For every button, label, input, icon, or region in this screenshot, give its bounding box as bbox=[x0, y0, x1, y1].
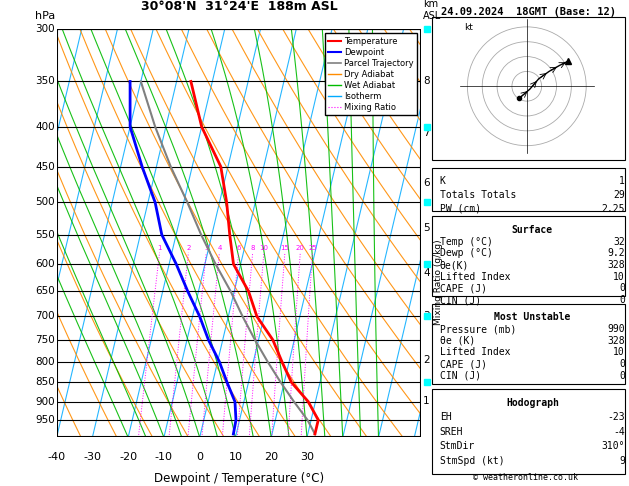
Text: hPa: hPa bbox=[35, 11, 55, 21]
Text: Totals Totals: Totals Totals bbox=[440, 190, 516, 200]
Text: Hodograph: Hodograph bbox=[506, 398, 559, 408]
Text: Pressure (mb): Pressure (mb) bbox=[440, 324, 516, 334]
Text: -20: -20 bbox=[119, 451, 137, 462]
Text: 990: 990 bbox=[608, 324, 625, 334]
Text: Mixing Ratio (g/kg): Mixing Ratio (g/kg) bbox=[434, 240, 443, 325]
Text: 1: 1 bbox=[157, 244, 162, 251]
Text: Dewp (°C): Dewp (°C) bbox=[440, 248, 493, 259]
Text: 2.25: 2.25 bbox=[601, 204, 625, 214]
Text: EH: EH bbox=[440, 412, 452, 422]
Text: 750: 750 bbox=[35, 335, 55, 345]
Text: 9.2: 9.2 bbox=[608, 248, 625, 259]
Text: © weatheronline.co.uk: © weatheronline.co.uk bbox=[473, 473, 577, 482]
Text: 0: 0 bbox=[619, 371, 625, 381]
Text: 350: 350 bbox=[35, 76, 55, 87]
Text: 950: 950 bbox=[35, 415, 55, 425]
Text: 2: 2 bbox=[423, 355, 430, 364]
Bar bbox=[431, 389, 625, 474]
Text: 9: 9 bbox=[619, 456, 625, 466]
Text: 800: 800 bbox=[35, 357, 55, 367]
Text: 4: 4 bbox=[423, 268, 430, 278]
Text: 3: 3 bbox=[423, 312, 430, 321]
Text: CIN (J): CIN (J) bbox=[440, 371, 481, 381]
Text: θe (K): θe (K) bbox=[440, 336, 475, 346]
Text: 32: 32 bbox=[613, 237, 625, 247]
Text: 8: 8 bbox=[423, 76, 430, 87]
Text: 0: 0 bbox=[619, 359, 625, 369]
Text: 20: 20 bbox=[264, 451, 278, 462]
Text: -10: -10 bbox=[155, 451, 173, 462]
Text: CAPE (J): CAPE (J) bbox=[440, 359, 487, 369]
Text: 1: 1 bbox=[619, 176, 625, 187]
Text: 600: 600 bbox=[35, 259, 55, 269]
Text: 5: 5 bbox=[423, 224, 430, 233]
Text: Dewpoint / Temperature (°C): Dewpoint / Temperature (°C) bbox=[154, 472, 324, 485]
Bar bbox=[431, 168, 625, 211]
Text: 650: 650 bbox=[35, 286, 55, 296]
Text: 24.09.2024  18GMT (Base: 12): 24.09.2024 18GMT (Base: 12) bbox=[441, 7, 616, 17]
Bar bbox=[431, 17, 625, 160]
Text: 10: 10 bbox=[259, 244, 269, 251]
Text: 700: 700 bbox=[35, 312, 55, 321]
Text: 0: 0 bbox=[619, 295, 625, 305]
Text: 310°: 310° bbox=[601, 441, 625, 451]
Text: 900: 900 bbox=[35, 397, 55, 407]
Text: 400: 400 bbox=[35, 122, 55, 132]
Text: 500: 500 bbox=[35, 197, 55, 208]
Text: 0: 0 bbox=[619, 283, 625, 294]
Text: 2: 2 bbox=[186, 244, 191, 251]
Text: StmDir: StmDir bbox=[440, 441, 475, 451]
Text: Lifted Index: Lifted Index bbox=[440, 272, 510, 282]
Text: 6: 6 bbox=[423, 178, 430, 188]
Text: 7: 7 bbox=[423, 128, 430, 139]
Text: PW (cm): PW (cm) bbox=[440, 204, 481, 214]
Text: 25: 25 bbox=[308, 244, 317, 251]
Text: CIN (J): CIN (J) bbox=[440, 295, 481, 305]
Text: 6: 6 bbox=[237, 244, 241, 251]
Text: 328: 328 bbox=[608, 336, 625, 346]
Text: Temp (°C): Temp (°C) bbox=[440, 237, 493, 247]
Text: StmSpd (kt): StmSpd (kt) bbox=[440, 456, 504, 466]
Text: km
ASL: km ASL bbox=[423, 0, 442, 21]
Text: 30°08'N  31°24'E  188m ASL: 30°08'N 31°24'E 188m ASL bbox=[141, 0, 337, 13]
Text: 29: 29 bbox=[613, 190, 625, 200]
Text: 550: 550 bbox=[35, 230, 55, 240]
Text: Most Unstable: Most Unstable bbox=[494, 312, 571, 323]
Bar bbox=[431, 216, 625, 296]
Text: 20: 20 bbox=[296, 244, 304, 251]
Bar bbox=[431, 304, 625, 384]
Text: 328: 328 bbox=[608, 260, 625, 270]
Text: -23: -23 bbox=[608, 412, 625, 422]
Text: 15: 15 bbox=[281, 244, 289, 251]
Text: kt: kt bbox=[464, 23, 473, 32]
Text: -4: -4 bbox=[613, 427, 625, 437]
Text: 30: 30 bbox=[300, 451, 314, 462]
Text: 4: 4 bbox=[217, 244, 221, 251]
Text: -40: -40 bbox=[48, 451, 65, 462]
Text: Surface: Surface bbox=[512, 225, 553, 235]
Text: 10: 10 bbox=[613, 272, 625, 282]
Text: K: K bbox=[440, 176, 446, 187]
Text: 10: 10 bbox=[228, 451, 242, 462]
Text: CAPE (J): CAPE (J) bbox=[440, 283, 487, 294]
Text: 10: 10 bbox=[613, 347, 625, 358]
Text: 0: 0 bbox=[196, 451, 203, 462]
Text: -30: -30 bbox=[84, 451, 101, 462]
Text: 850: 850 bbox=[35, 377, 55, 387]
Text: Lifted Index: Lifted Index bbox=[440, 347, 510, 358]
Text: 300: 300 bbox=[35, 24, 55, 34]
Text: 1: 1 bbox=[423, 396, 430, 406]
Text: SREH: SREH bbox=[440, 427, 464, 437]
Text: 450: 450 bbox=[35, 162, 55, 172]
Text: 8: 8 bbox=[250, 244, 255, 251]
Legend: Temperature, Dewpoint, Parcel Trajectory, Dry Adiabat, Wet Adiabat, Isotherm, Mi: Temperature, Dewpoint, Parcel Trajectory… bbox=[325, 34, 417, 116]
Text: θe(K): θe(K) bbox=[440, 260, 469, 270]
Text: 3: 3 bbox=[204, 244, 208, 251]
